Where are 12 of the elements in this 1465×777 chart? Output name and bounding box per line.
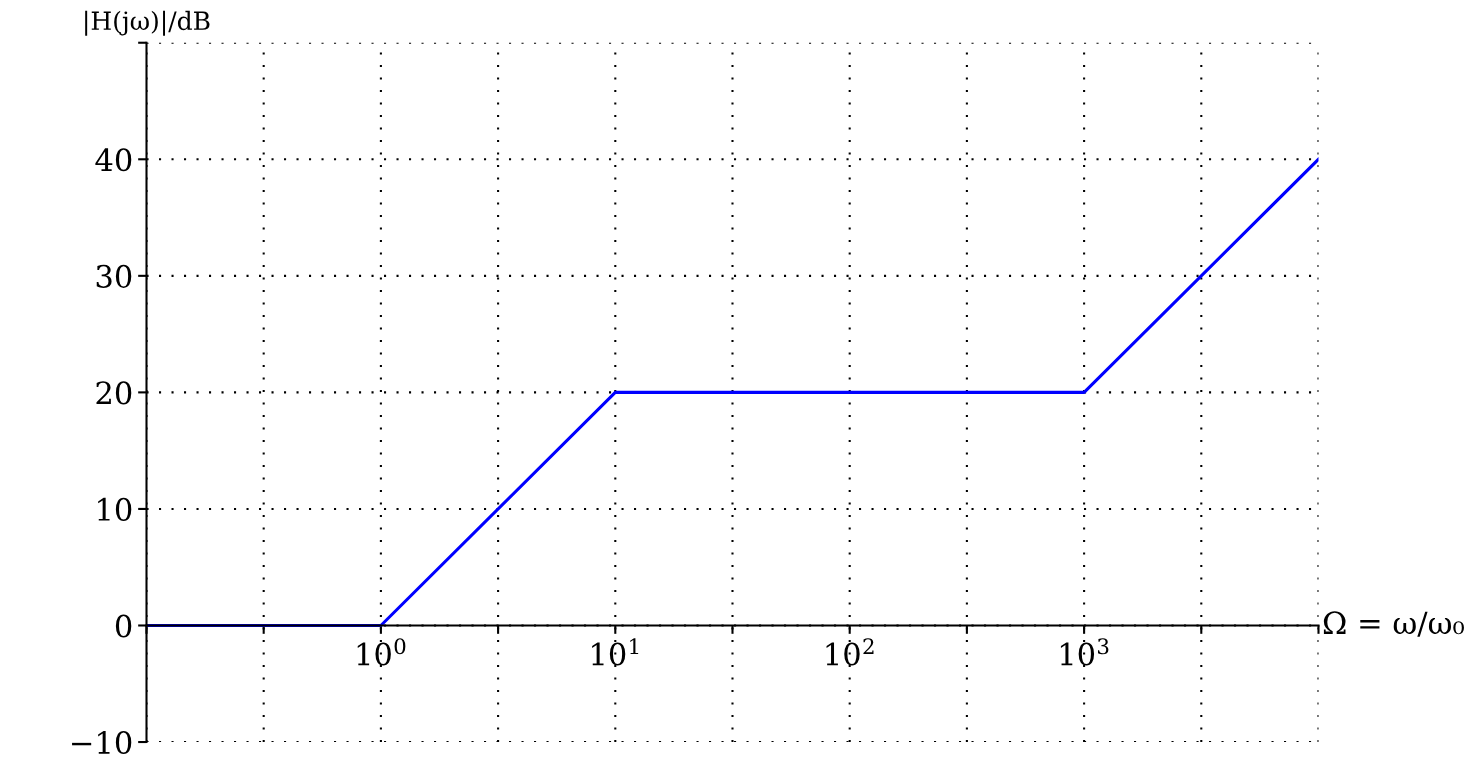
y-axis-title: |H(jω)|/dB	[85, 10, 210, 36]
y-tick-label: 0	[115, 614, 132, 638]
y-tick-label: −10	[72, 730, 132, 755]
y-tick-label: 20	[96, 381, 132, 405]
x-tick-label: 10$^{1}$	[592, 638, 639, 666]
y-tick-label: 40	[95, 148, 132, 172]
x-tick-label: 10$^{3}$	[1060, 638, 1109, 666]
x-tick-label: 10$^{0}$	[357, 638, 406, 666]
x-axis-title: Ω = ω/ω₀	[1323, 611, 1464, 637]
y-tick-label: 10	[98, 497, 132, 521]
y-tick-label: 30	[96, 264, 132, 288]
x-tick-label: 10$^{2}$	[826, 638, 874, 666]
